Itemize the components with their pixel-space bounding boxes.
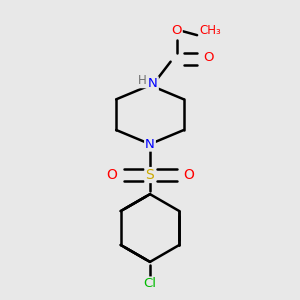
Text: O: O xyxy=(204,51,214,64)
Text: CH₃: CH₃ xyxy=(200,24,221,37)
Text: O: O xyxy=(106,168,117,182)
Text: H: H xyxy=(138,74,147,87)
Text: N: N xyxy=(145,138,155,151)
Text: N: N xyxy=(148,77,158,90)
Text: S: S xyxy=(146,168,154,182)
Text: Cl: Cl xyxy=(143,278,157,290)
Text: O: O xyxy=(171,24,182,37)
Text: O: O xyxy=(183,168,194,182)
